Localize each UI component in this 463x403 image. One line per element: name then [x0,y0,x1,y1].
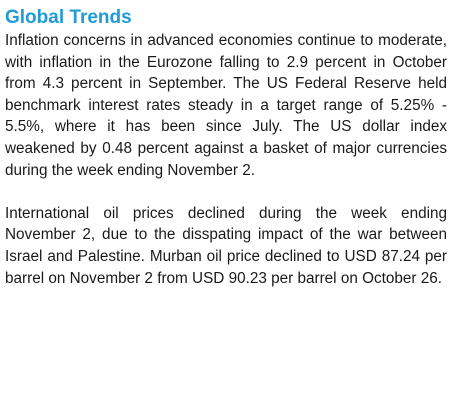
document-section: Global Trends Inflation concerns in adva… [5,6,447,289]
paragraph-oil-prices: International oil prices declined during… [5,204,447,287]
paragraph-inflation: Inflation concerns in advanced economies… [5,32,447,179]
section-heading: Global Trends [5,7,132,28]
